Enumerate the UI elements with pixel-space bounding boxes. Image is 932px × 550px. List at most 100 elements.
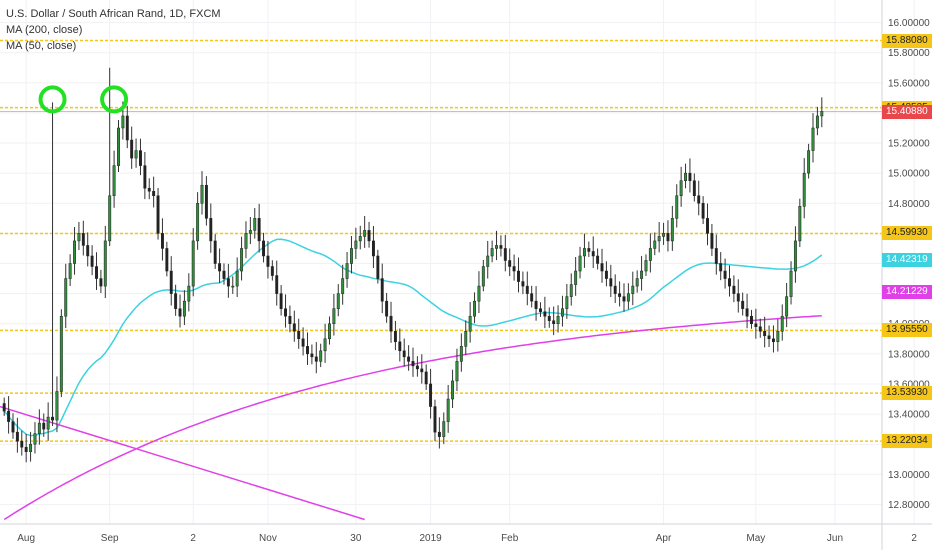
candle (270, 260, 274, 281)
candle (226, 263, 230, 298)
candle (196, 192, 200, 250)
time-tick-label: Sep (101, 533, 119, 544)
candle-body (90, 255, 94, 267)
candle (165, 241, 169, 277)
candle-body (218, 263, 222, 272)
candle (147, 178, 151, 200)
candle (279, 285, 283, 316)
candle (512, 254, 516, 281)
last-price-tag: 15.40880 (882, 104, 932, 119)
candle (81, 220, 85, 256)
candle-body (275, 275, 279, 294)
candle (354, 227, 358, 259)
candle (684, 163, 687, 189)
candle-body (86, 245, 90, 257)
candle (156, 188, 160, 240)
candle-body (635, 278, 639, 287)
candle-body (248, 230, 252, 234)
candle (442, 412, 446, 444)
level-price-tag: 13.95550 (882, 323, 932, 338)
candle-body (543, 311, 547, 317)
candle-body (209, 218, 213, 242)
candle (622, 283, 626, 312)
annotations (38, 85, 129, 114)
candle-body (367, 230, 371, 242)
chart-legend: U.S. Dollar / South African Rand, 1D, FX… (6, 6, 221, 54)
candle-body (117, 127, 120, 166)
candle-body (525, 285, 529, 294)
candle-body (767, 335, 771, 340)
candle (736, 279, 740, 313)
candle-body (411, 361, 415, 367)
candle (33, 422, 37, 454)
legend-ma200[interactable]: MA (200, close) (6, 24, 83, 36)
candle (350, 236, 353, 274)
candle (134, 138, 138, 168)
candle-body (95, 266, 98, 279)
candle-body (714, 248, 718, 264)
candle (68, 254, 72, 286)
candle-body (455, 361, 459, 382)
candle-body (2, 403, 6, 412)
candle (402, 338, 406, 367)
candle-body (626, 293, 630, 302)
candle (323, 323, 327, 363)
candle (174, 284, 178, 316)
candle-body (793, 240, 797, 272)
candle (257, 203, 261, 253)
candle (415, 356, 419, 377)
candle (182, 290, 186, 326)
candle-body (112, 165, 116, 196)
ma50-price-tag: 14.42319 (882, 253, 932, 267)
candle (152, 176, 156, 208)
time-tick-label: 2019 (419, 533, 442, 544)
level-price-tag: 15.88080 (882, 33, 932, 48)
candle (341, 264, 345, 305)
candle-body (763, 331, 767, 337)
candle (108, 67, 112, 247)
candle-body (503, 248, 507, 261)
candle-body (653, 240, 657, 249)
candle-body (582, 248, 586, 257)
candle-body (473, 300, 476, 317)
candle-body (235, 270, 239, 287)
candle-body (771, 338, 775, 343)
time-axis[interactable]: AugSep2Nov302019FebAprMayJun2AugSep (17, 533, 932, 544)
old-ma-line (0, 405, 365, 521)
candle-body (657, 236, 661, 242)
time-tick-label: 30 (350, 533, 362, 544)
candle (758, 318, 762, 338)
candle-body (301, 338, 305, 347)
candle-body (670, 218, 674, 242)
candle-body (750, 315, 753, 324)
candle-body (464, 331, 468, 347)
candle-body (736, 293, 740, 302)
candle (297, 318, 301, 349)
candle-body (42, 422, 46, 430)
candle-body (169, 270, 173, 294)
candle (275, 260, 279, 306)
candle-body (644, 260, 648, 272)
candle (385, 292, 389, 323)
candle (73, 226, 76, 275)
candle-body (152, 190, 156, 196)
candle-body (59, 315, 63, 392)
candle-body (697, 195, 701, 204)
candle (789, 261, 793, 305)
candle-body (319, 350, 323, 362)
candle-body (600, 263, 604, 272)
candle (86, 232, 90, 267)
candle-body (147, 187, 151, 192)
candle-body (684, 172, 687, 181)
candle-body (508, 260, 512, 267)
time-tick-label: 2 (911, 533, 917, 544)
candle-body (174, 293, 178, 309)
candle (517, 257, 520, 293)
legend-ma50[interactable]: MA (50, close) (6, 40, 77, 52)
candle-body (213, 240, 217, 264)
candle (213, 234, 217, 269)
candle-body (407, 356, 411, 362)
candle (521, 271, 525, 295)
candle-body (780, 315, 784, 332)
